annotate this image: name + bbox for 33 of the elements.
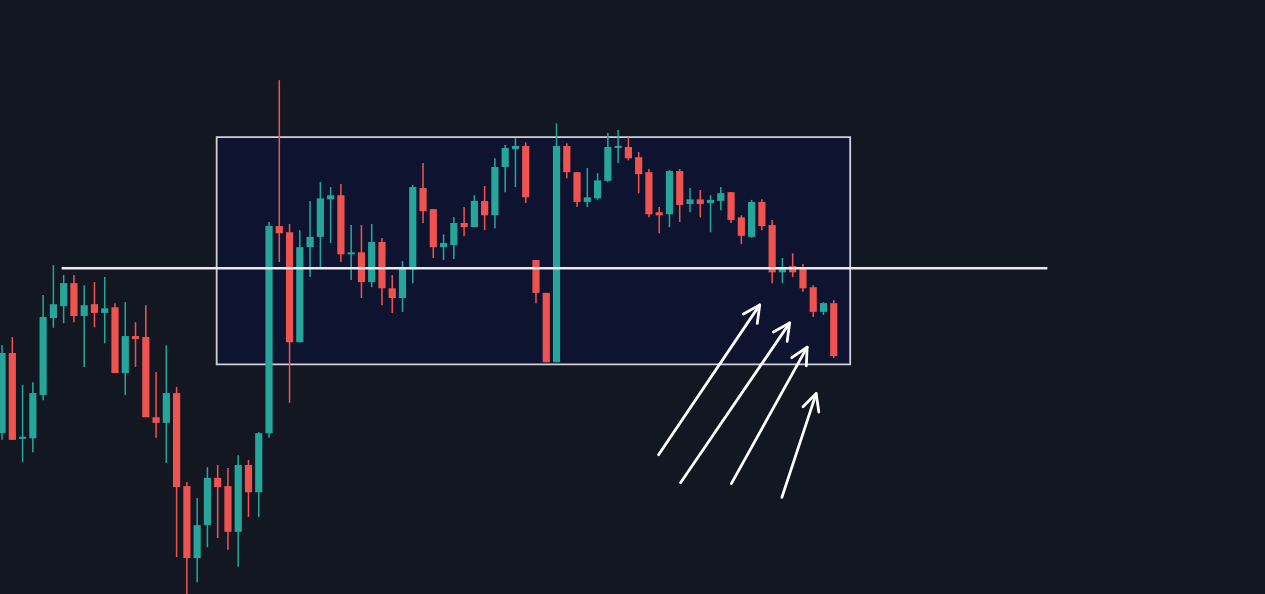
candlestick (655, 206, 663, 235)
candlestick (737, 214, 745, 245)
candlestick (49, 264, 57, 329)
candlestick (388, 274, 396, 314)
candlestick (583, 167, 591, 208)
candlestick (460, 206, 468, 238)
candlestick (624, 136, 632, 162)
candlestick (501, 144, 509, 193)
candlestick (90, 281, 99, 329)
candlestick (131, 321, 140, 368)
candlestick (306, 200, 314, 278)
candlestick (80, 284, 88, 368)
candlestick (686, 187, 694, 213)
candlestick (439, 233, 448, 261)
candlestick (214, 464, 222, 539)
candlestick (419, 162, 427, 224)
candlestick (799, 263, 807, 293)
candlestick (327, 186, 335, 244)
candlestick (614, 129, 622, 164)
candlestick (706, 194, 715, 234)
candlestick (347, 224, 355, 281)
candlestick (511, 137, 520, 188)
candlestick (152, 371, 160, 439)
candlestick (594, 172, 602, 201)
candlestick (60, 274, 68, 324)
candlestick (635, 151, 643, 194)
candlestick (450, 216, 458, 260)
candlestick (275, 79, 283, 263)
candlestick (696, 189, 704, 219)
candlestick (101, 276, 109, 345)
candlestick (19, 384, 27, 463)
candlestick (717, 186, 725, 211)
candlestick (481, 185, 489, 231)
